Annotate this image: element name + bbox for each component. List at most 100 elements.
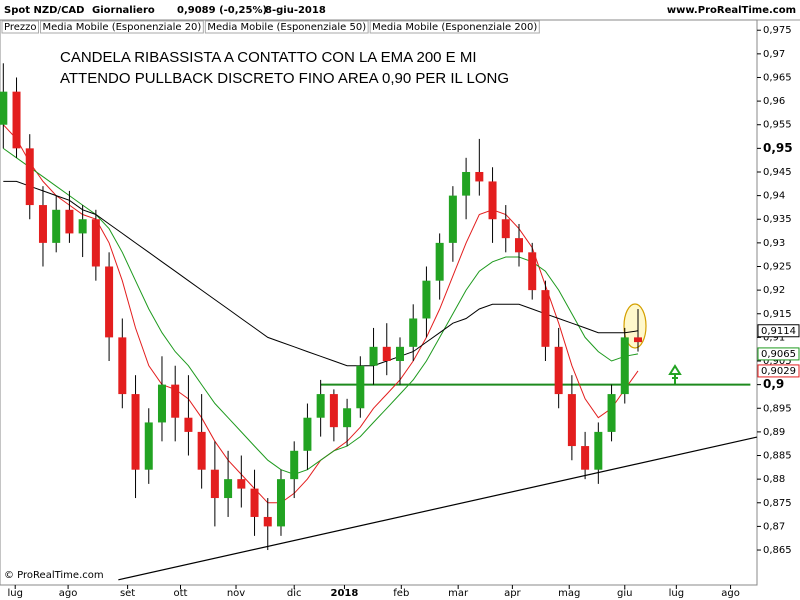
y-tick-label: 0,96 [763, 96, 785, 107]
candle-body [197, 431, 206, 470]
y-tick-label: 0,945 [763, 167, 792, 178]
x-tick-label: mag [558, 588, 580, 599]
y-tick-label: 0,885 [763, 451, 792, 462]
y-tick-label: 0,91 [763, 332, 785, 343]
price-tag [757, 364, 800, 378]
candle-body [567, 394, 576, 447]
candle-body [12, 91, 21, 149]
candle-body [395, 346, 404, 362]
y-tick-label: 0,965 [763, 72, 792, 83]
x-tick-label: ago [59, 588, 78, 599]
x-tick-label: lug [7, 588, 22, 599]
chart-title: Spot NZD/CAD [4, 5, 84, 16]
candle-body [91, 219, 100, 267]
y-tick-label: 0,87 [763, 521, 785, 532]
candle-body [131, 394, 140, 470]
y-tick-label: 0,915 [763, 309, 792, 320]
candle-body [422, 280, 431, 319]
x-tick-label: 2018 [331, 588, 359, 599]
date: 8-giu-2018 [265, 5, 326, 16]
y-tick-label: 0,865 [763, 545, 792, 556]
candle-body [581, 446, 590, 470]
y-tick-label: 0,875 [763, 498, 792, 509]
candle-body [554, 346, 563, 395]
candle-body [633, 337, 642, 343]
candle-body [607, 394, 616, 432]
candle-body [184, 417, 193, 432]
last-price: 0,9089 (-0,25%) [177, 5, 267, 16]
x-tick-label: mar [448, 588, 469, 599]
candle-body [382, 346, 391, 362]
candle-body [263, 516, 272, 527]
highlight [623, 303, 647, 349]
candle-body [528, 252, 537, 291]
x-tick-label: giu [617, 588, 632, 599]
candle-body [52, 209, 61, 243]
price-tag [757, 347, 800, 361]
y-tick-label: 0,955 [763, 120, 792, 131]
legend-box [369, 20, 540, 34]
plot-frame [0, 19, 758, 586]
candle-body [488, 181, 497, 220]
candle-body [38, 205, 47, 243]
candle-body [343, 408, 352, 428]
candle-body [78, 219, 87, 234]
price-tag-label: 0,9065 [761, 349, 796, 360]
candle-body [171, 384, 180, 418]
candle-body [435, 242, 444, 281]
candle-body [157, 384, 166, 423]
y-tick-label: 0,97 [763, 49, 785, 60]
candle-body [25, 148, 34, 206]
y-tick-label: 0,895 [763, 403, 792, 414]
candle-body [369, 346, 378, 366]
x-tick-label: feb [393, 588, 409, 599]
candle-body [250, 488, 259, 517]
y-tick-label: 0,905 [763, 356, 792, 367]
candle-body [118, 337, 127, 395]
x-tick-label: lug [669, 588, 684, 599]
candle-body [329, 394, 338, 428]
candle-body [541, 290, 550, 347]
y-tick-label: 0,975 [763, 25, 792, 36]
legend-label: Prezzo [4, 22, 37, 33]
candle-body [620, 337, 629, 395]
x-tick-label: ago [721, 588, 740, 599]
candle-body [224, 479, 233, 499]
candle-body [65, 209, 74, 234]
candle-body [594, 431, 603, 470]
candle-body [316, 394, 325, 418]
legend-box [1, 20, 40, 34]
x-tick-label: dic [287, 588, 302, 599]
legend-box [204, 20, 369, 34]
y-tick-label: 0,925 [763, 261, 792, 272]
candle-body [475, 171, 484, 182]
legend-label: Media Mobile (Esponenziale 50) [207, 22, 366, 33]
period: Giornaliero [92, 5, 155, 16]
y-tick-label: 0,935 [763, 214, 792, 225]
candle-body [448, 195, 457, 243]
annotation: ATTENDO PULLBACK DISCRETO FINO AREA 0,90… [60, 70, 509, 87]
candle-body [105, 266, 114, 338]
price-tag [757, 324, 800, 338]
y-tick-label: 0,92 [763, 285, 785, 296]
candle-body [0, 91, 8, 125]
candle-body [409, 318, 418, 347]
ema-line [3, 180, 639, 367]
copyright: © ProRealTime.com [4, 570, 104, 581]
y-tick-label: 0,95 [763, 141, 793, 155]
candle-body [276, 479, 285, 527]
candle-body [210, 469, 219, 499]
candle-body [237, 479, 246, 489]
candle-body [303, 417, 312, 451]
y-tick-label: 0,93 [763, 238, 785, 249]
source: www.ProRealTime.com [667, 5, 796, 16]
y-tick-label: 0,89 [763, 427, 785, 438]
legend-box [40, 20, 204, 34]
legend-label: Media Mobile (Esponenziale 20) [43, 22, 202, 33]
y-tick-label: 0,88 [763, 474, 785, 485]
x-tick-label: ott [174, 588, 188, 599]
x-tick-label: apr [504, 588, 521, 599]
price-tag-label: 0,9029 [761, 366, 796, 377]
